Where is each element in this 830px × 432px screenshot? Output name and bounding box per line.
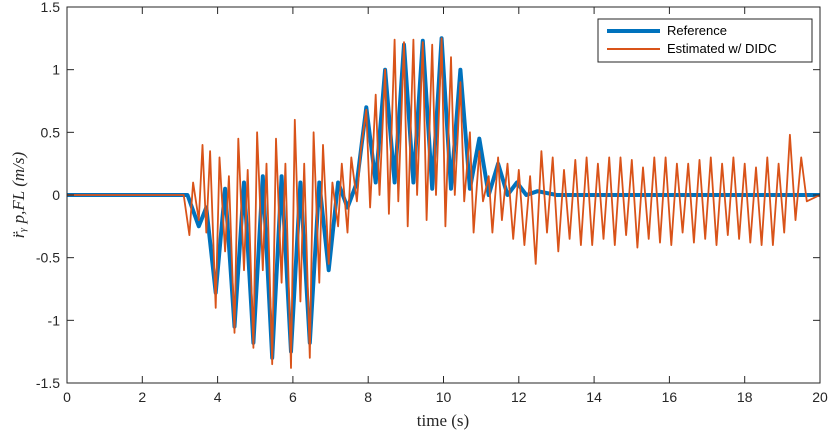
y-tick-label: -1 bbox=[48, 312, 61, 328]
x-tick-label: 10 bbox=[436, 389, 452, 405]
y-tick-label: 0.5 bbox=[41, 124, 61, 140]
x-tick-label: 6 bbox=[289, 389, 297, 405]
legend: Reference Estimated w/ DIDC bbox=[597, 18, 813, 63]
y-tick-label: -0.5 bbox=[36, 250, 60, 266]
y-tick-label: -1.5 bbox=[36, 375, 60, 391]
x-tick-label: 20 bbox=[812, 389, 828, 405]
x-tick-label: 2 bbox=[138, 389, 146, 405]
x-tick-label: 0 bbox=[63, 389, 71, 405]
y-axis-label: r̈ᵧ p,FL (m/s) bbox=[9, 152, 28, 239]
x-tick-label: 4 bbox=[214, 389, 222, 405]
x-axis-label: time (s) bbox=[417, 411, 469, 430]
series-line-estimated bbox=[67, 37, 821, 369]
series-line-reference bbox=[67, 36, 820, 360]
x-tick-label: 12 bbox=[511, 389, 527, 405]
x-tick-label: 8 bbox=[364, 389, 372, 405]
y-tick-label: 1 bbox=[52, 62, 60, 78]
x-tick-label: 18 bbox=[737, 389, 753, 405]
x-tick-label: 16 bbox=[662, 389, 678, 405]
series-layer bbox=[67, 36, 821, 369]
y-axis-label-group: r̈ᵧ p,FL (m/s) bbox=[9, 152, 28, 239]
legend-label-estimated: Estimated w/ DIDC bbox=[667, 41, 777, 56]
x-tick-label: 14 bbox=[586, 389, 602, 405]
y-tick-label: 0 bbox=[52, 187, 60, 203]
legend-label-reference: Reference bbox=[667, 23, 727, 38]
ticks-layer: 0 2 4 6 8 10 12 14 16 18 20 -1.5 -1 -0.5 0 0.5 1 1.5 bbox=[36, 0, 828, 405]
legend-box bbox=[597, 18, 813, 63]
y-tick-label: 1.5 bbox=[41, 0, 61, 15]
